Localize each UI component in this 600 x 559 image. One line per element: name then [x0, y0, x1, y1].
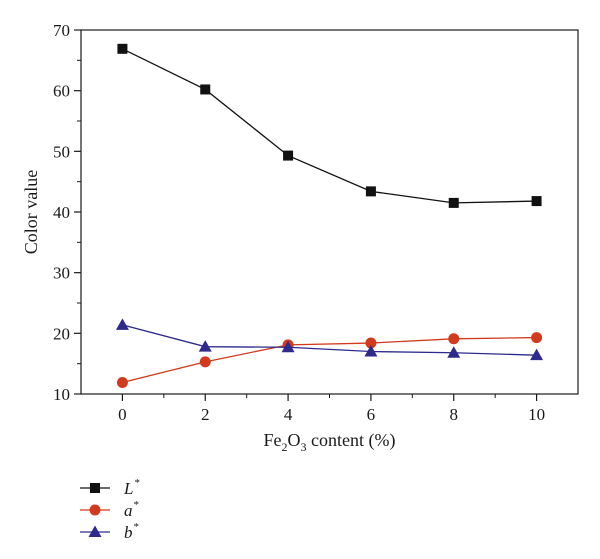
legend-label: a* [124, 499, 139, 520]
data-point-a [199, 356, 211, 368]
plot-frame [80, 29, 579, 395]
x-axis-title-sub1: 2 [282, 440, 288, 454]
legend-item-a: a* [80, 499, 139, 520]
x-axis-title: Fe2O3 content (%) [264, 430, 396, 454]
legend-label-sup: * [134, 521, 140, 533]
legend-label-name: b [124, 523, 133, 542]
y-tick-label: 60 [53, 82, 70, 101]
x-tick-label: 8 [450, 405, 459, 424]
legend-label-sup: * [134, 499, 140, 511]
data-point-b [364, 345, 378, 357]
x-tick-label: 2 [201, 405, 210, 424]
legend-marker-a [89, 504, 101, 516]
data-point-b [447, 346, 461, 358]
x-tick-label: 6 [367, 405, 376, 424]
data-point-l [117, 43, 128, 54]
x-axis-title-prefix: Fe [264, 430, 282, 450]
data-point-a [365, 337, 377, 349]
legend-label-sup: * [134, 477, 140, 489]
y-tick-label: 40 [53, 203, 70, 222]
legend: L*a*b* [80, 477, 140, 542]
series-line-a [122, 336, 537, 384]
y-tick-label: 70 [53, 21, 70, 40]
data-point-l [200, 84, 211, 95]
data-point-l [283, 150, 294, 161]
data-point-l [531, 196, 542, 207]
y-tick-label: 50 [53, 142, 70, 161]
axis-ticks [74, 29, 538, 401]
series-b [115, 318, 544, 361]
legend-label-name: L [123, 479, 133, 498]
legend-marker-l [90, 483, 100, 493]
x-axis-title-suffix: content (%) [307, 430, 396, 451]
legend-marker-b [88, 525, 102, 537]
data-point-b [281, 340, 295, 353]
x-axis-title-sub2: 3 [301, 440, 307, 454]
series-line-b [122, 324, 537, 356]
data-point-a [531, 332, 543, 344]
x-tick-label: 0 [118, 405, 127, 424]
y-axis-title: Color value [21, 170, 41, 254]
legend-label: b* [124, 521, 139, 542]
x-tick-label: 4 [284, 405, 293, 424]
tick-labels: 0 2 4 6 8 10 10 20 30 40 50 60 70 [53, 21, 545, 424]
x-axis-title-mid: O [288, 430, 301, 450]
y-tick-label: 10 [53, 385, 70, 404]
legend-item-b: b* [80, 521, 139, 542]
series-l [117, 43, 542, 208]
data-point-l [365, 186, 376, 197]
legend-label: L* [123, 477, 140, 498]
series-layer [115, 43, 544, 388]
y-tick-label: 20 [53, 324, 70, 343]
data-point-b [530, 348, 544, 361]
data-point-a [116, 376, 128, 388]
x-tick-label: 10 [528, 405, 545, 424]
series-line-l [122, 48, 537, 204]
data-point-a [448, 333, 460, 345]
legend-item-l: L* [80, 477, 140, 498]
data-point-l [448, 197, 459, 208]
data-point-b [198, 340, 212, 352]
legend-label-name: a [124, 501, 133, 520]
data-point-b [115, 318, 129, 330]
y-tick-label: 30 [53, 264, 70, 283]
